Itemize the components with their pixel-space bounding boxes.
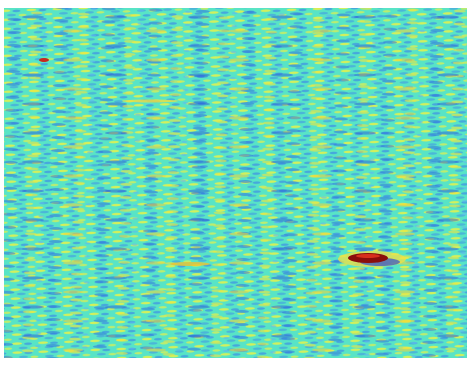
texture-coarse [4,8,467,358]
field-image [0,0,471,385]
anomaly-center [356,254,380,258]
streak [122,100,178,103]
heatmap [4,8,467,358]
hot-spot [39,58,49,62]
page [0,0,471,385]
streak [170,262,210,266]
